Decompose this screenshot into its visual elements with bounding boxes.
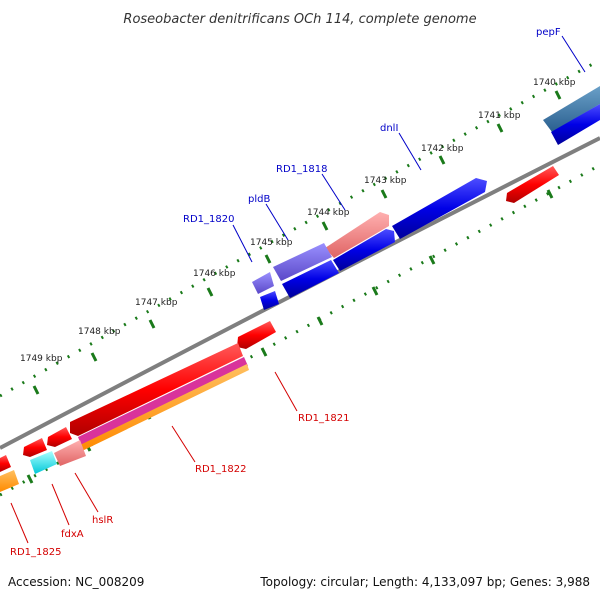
major-tick-1740 (554, 90, 562, 100)
accession-text: Accession: NC_008209 (8, 575, 144, 589)
leader-RD1_1825 (10, 502, 29, 544)
gene-hslR-orange-stripe[interactable] (80, 364, 249, 451)
tick-label-1749: 1749 kbp (20, 354, 63, 364)
gene-reverse-small-a[interactable] (47, 427, 72, 447)
major-tick-1748 (90, 352, 98, 362)
gene-RD1_1821[interactable] (237, 321, 276, 349)
inner-major-tick-b (428, 255, 436, 265)
label-pepF[interactable]: pepF (536, 27, 561, 38)
major-tick-1745 (264, 254, 272, 264)
gene-reverse-small-b[interactable] (23, 438, 47, 457)
gene-reverse-edge[interactable] (0, 455, 11, 472)
major-tick-1742 (438, 155, 446, 165)
tick-label-1741: 1741 kbp (478, 111, 521, 121)
gene-hslR[interactable] (78, 357, 248, 447)
gene-forward-pepF-inner[interactable] (551, 104, 600, 145)
tick-label-1745: 1745 kbp (250, 238, 293, 248)
gene-forward-small-2[interactable] (282, 260, 339, 298)
tick-label-1748: 1748 kbp (78, 327, 121, 337)
reverse-strand-genes (0, 166, 559, 492)
gene-RD1_1818[interactable] (325, 212, 389, 258)
tick-labels: 1740 kbp 1741 kbp 1742 kbp 1743 kbp 1744… (20, 78, 576, 364)
major-tick-1741 (496, 123, 504, 133)
leader-RD1_1818 (321, 173, 346, 211)
leader-pepF (561, 35, 586, 73)
tick-label-1747: 1747 kbp (135, 298, 178, 308)
gene-dnlI[interactable] (392, 178, 487, 239)
label-hslR[interactable]: hslR (92, 515, 113, 526)
gene-reverse-right[interactable] (506, 166, 559, 203)
outer-tick-ring (0, 58, 600, 398)
major-tick-1744 (321, 221, 329, 231)
tick-label-1744: 1744 kbp (307, 208, 350, 218)
leader-pldB (265, 203, 289, 241)
label-RD1_1822[interactable]: RD1_1822 (195, 464, 246, 475)
gene-RD1_1822[interactable] (70, 343, 243, 436)
leader-fdxA (51, 483, 70, 526)
label-RD1_1820[interactable]: RD1_1820 (183, 214, 234, 225)
inner-major-tick-i (26, 474, 34, 484)
leader-RD1_1822 (171, 425, 196, 463)
gene-fdxA[interactable] (30, 451, 57, 474)
gene-forward-small-3[interactable] (260, 291, 279, 310)
major-tick-1747 (148, 319, 156, 329)
gene-pepF[interactable] (543, 86, 600, 132)
major-tick-1746 (206, 287, 214, 297)
genome-backbone (0, 136, 600, 450)
major-tick-1749 (32, 385, 40, 395)
gene-RD1_1820[interactable] (252, 272, 274, 294)
gene-hslR-pink-end[interactable] (54, 440, 86, 466)
leader-RD1_1820 (232, 224, 253, 263)
gene-forward-small-1[interactable] (333, 229, 395, 271)
tick-label-1740: 1740 kbp (533, 78, 576, 88)
tick-label-1742: 1742 kbp (421, 144, 464, 154)
inner-major-tick-d (316, 316, 324, 326)
inner-major-tick-c (371, 286, 379, 296)
leader-lines (10, 35, 586, 544)
label-RD1_1821[interactable]: RD1_1821 (298, 413, 349, 424)
label-fdxA[interactable]: fdxA (61, 529, 84, 540)
genome-summary-text: Topology: circular; Length: 4,133,097 bp… (259, 575, 590, 589)
inner-major-tick-a (546, 189, 554, 199)
leader-hslR (74, 472, 99, 513)
tick-label-1743: 1743 kbp (364, 176, 407, 186)
label-RD1_1818[interactable]: RD1_1818 (276, 164, 327, 175)
leader-RD1_1821 (274, 371, 298, 412)
forward-strand-genes (252, 86, 600, 310)
gene-RD1_1825[interactable] (0, 470, 19, 492)
label-pldB[interactable]: pldB (248, 194, 270, 205)
gene-labels: pepF dnlI RD1_1818 pldB RD1_1820 RD1_182… (10, 27, 561, 558)
tick-label-1746: 1746 kbp (193, 269, 236, 279)
genome-title: Roseobacter denitrificans OCh 114, compl… (123, 12, 476, 27)
label-RD1_1825[interactable]: RD1_1825 (10, 547, 61, 558)
gene-pldB[interactable] (273, 243, 332, 281)
outer-tick-dotted-track (0, 58, 600, 398)
leader-dnlI (398, 132, 422, 171)
label-dnlI[interactable]: dnlI (380, 123, 398, 134)
major-tick-1743 (380, 189, 388, 199)
inner-major-tick-e (260, 347, 268, 357)
